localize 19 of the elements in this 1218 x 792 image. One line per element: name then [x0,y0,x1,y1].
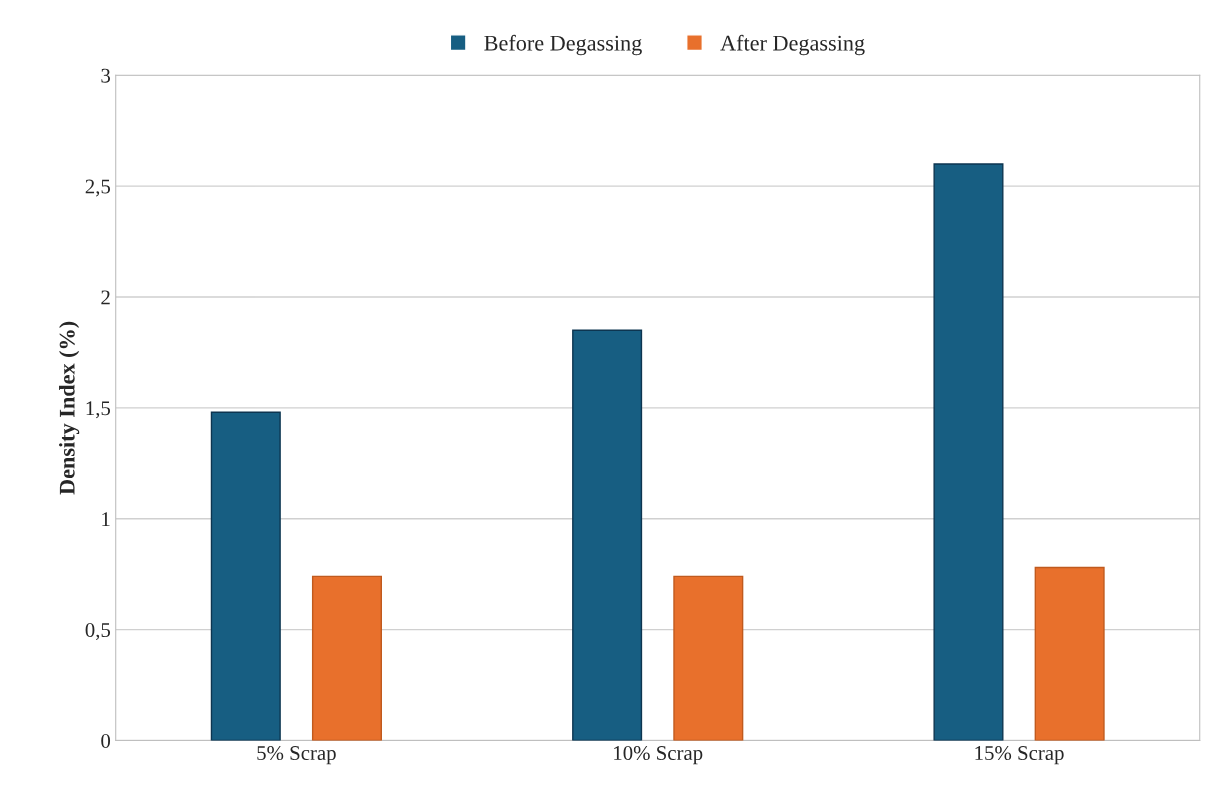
bar [572,329,643,741]
y-tick-label: 2 [101,290,110,305]
y-tick-label: 2,5 [85,179,111,197]
y-tick-label: 0,5 [85,623,111,641]
bar [311,575,382,741]
y-axis-title: Density Index (%) [59,321,80,495]
x-tick-label: 15% Scrap [975,745,1064,765]
y-tick-label: 3 [101,68,111,83]
legend-label: After Degassing [720,34,865,56]
bar [1034,566,1105,741]
x-tick-label: 5% Scrap [257,745,336,765]
legend-label: Before Degassing [484,34,642,56]
bar [933,163,1004,741]
y-tick-label: 1,5 [86,401,111,419]
y-tick-label: 0 [101,733,111,748]
x-tick-label: 10% Scrap [614,745,703,765]
y-tick-label: 1 [102,512,110,526]
bar [673,575,744,741]
bar [210,411,281,741]
